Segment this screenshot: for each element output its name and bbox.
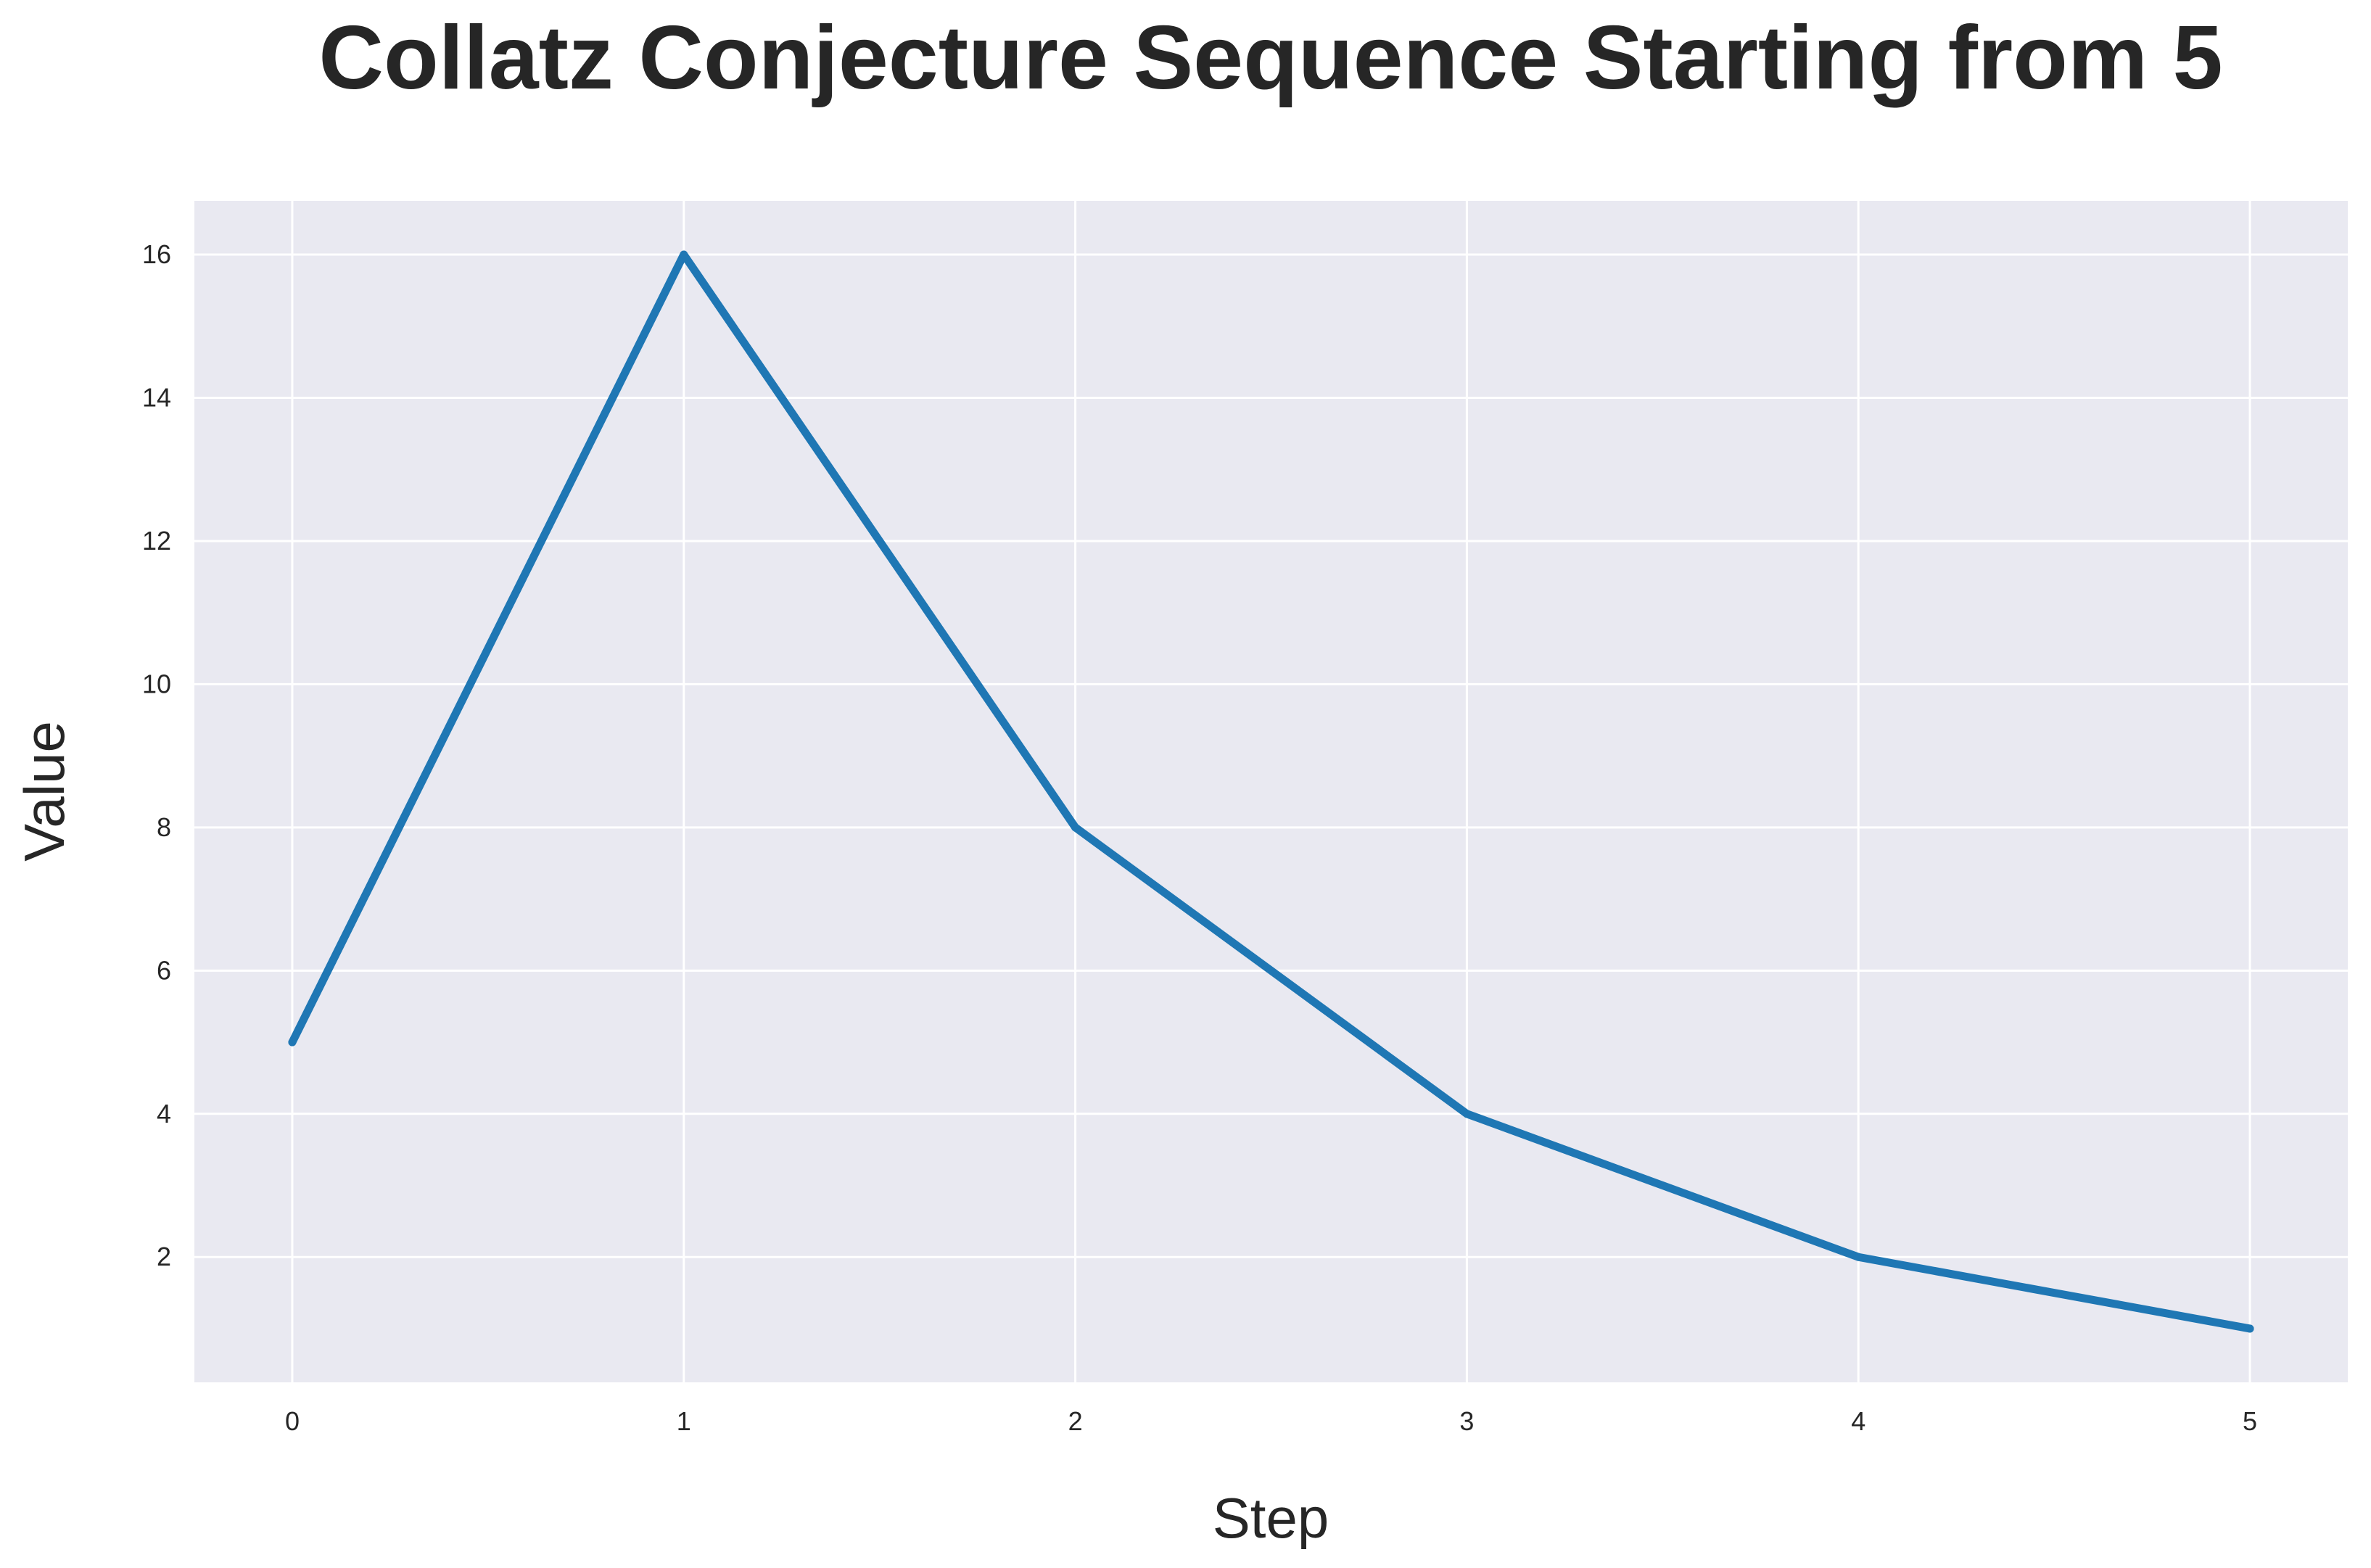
y-tick-label: 16 xyxy=(142,239,171,269)
y-tick-label: 14 xyxy=(142,383,171,413)
series-line xyxy=(288,250,2254,1333)
data-point xyxy=(680,250,688,259)
data-point xyxy=(2246,1324,2254,1333)
data-point xyxy=(1071,823,1080,832)
y-axis-ticks: 2 4 6 8 10 12 14 16 xyxy=(142,239,171,1271)
x-tick-label: 2 xyxy=(1068,1406,1083,1436)
y-axis-label: Value xyxy=(12,721,76,862)
y-tick-label: 8 xyxy=(157,812,171,842)
x-tick-label: 5 xyxy=(2243,1406,2257,1436)
data-point xyxy=(1854,1253,1863,1261)
chart-title: Collatz Conjecture Sequence Starting fro… xyxy=(318,8,2222,108)
y-tick-label: 12 xyxy=(142,526,171,556)
data-point xyxy=(1462,1110,1471,1118)
data-point xyxy=(288,1038,297,1047)
y-tick-label: 4 xyxy=(157,1099,171,1128)
x-tick-label: 0 xyxy=(285,1406,300,1436)
y-tick-label: 2 xyxy=(157,1242,171,1271)
x-axis-label: Step xyxy=(1213,1486,1329,1550)
plot-area xyxy=(194,201,2348,1382)
y-tick-label: 10 xyxy=(142,669,171,698)
x-tick-label: 4 xyxy=(1851,1406,1865,1436)
x-tick-label: 1 xyxy=(677,1406,691,1436)
x-tick-label: 3 xyxy=(1459,1406,1474,1436)
x-axis-ticks: 0 1 2 3 4 5 xyxy=(285,1406,2257,1436)
series-layer xyxy=(288,250,2254,1333)
y-tick-label: 6 xyxy=(157,955,171,985)
